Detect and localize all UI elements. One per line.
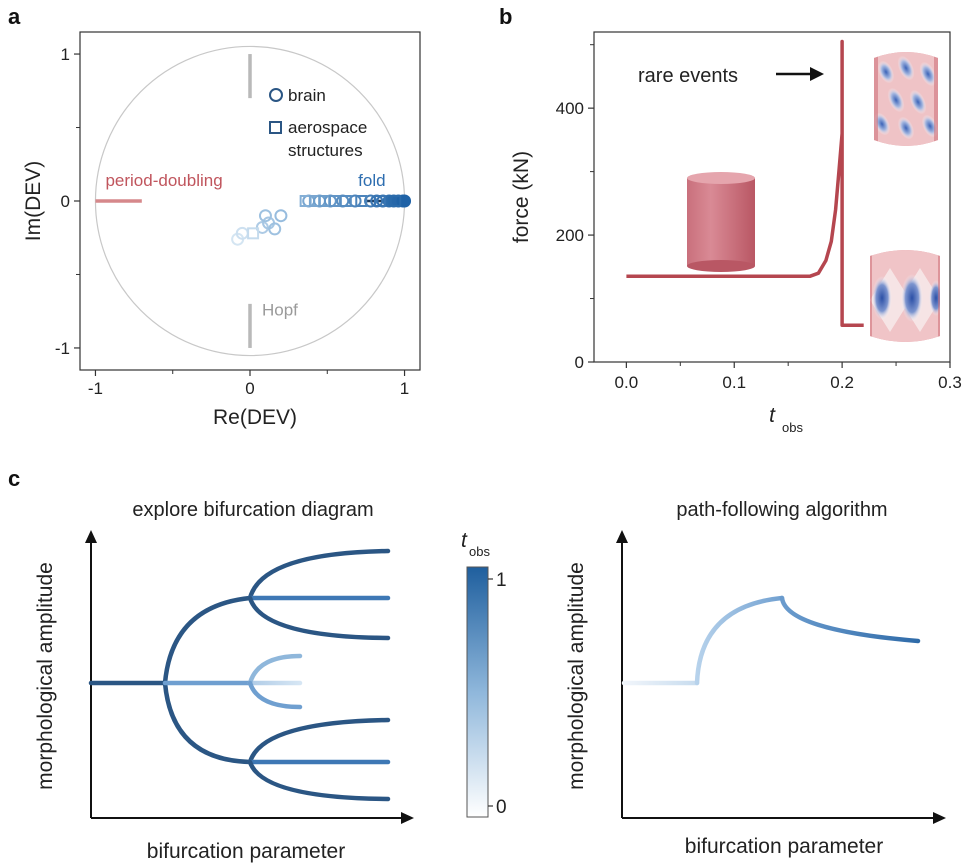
panel-b-force-plot: 0.0 0.1 0.2 0.3 0 200 400 rare events: [510, 31, 962, 435]
panel-a-legend: brain aerospace structures: [269, 86, 367, 160]
panel-b-xlabel-subscript: obs: [782, 420, 803, 435]
b-xtick-label: 0.2: [830, 373, 854, 392]
panel-b-frame: [593, 31, 951, 363]
a-ytick-label: -1: [55, 339, 70, 358]
point-brain: [258, 209, 272, 223]
panel-c-path-following: path-following algorithm morphological a…: [565, 499, 946, 858]
path-segment-decay: [779, 595, 921, 644]
a-xtick-label: 0: [245, 379, 254, 398]
branch-bottom-lower: [247, 759, 391, 802]
branch-small-upper: [247, 653, 303, 686]
panel-b-xlabel: t: [769, 404, 776, 427]
annotation-period-doubling: period-doubling: [105, 171, 222, 190]
cylinder-undeformed-image: [687, 172, 755, 272]
a-xtick-label: -1: [88, 379, 103, 398]
point-aerospace: [373, 195, 386, 207]
point-brain: [274, 209, 288, 223]
point-aerospace: [247, 227, 260, 240]
right-axes: [616, 530, 946, 824]
left-axes: [85, 530, 414, 824]
branch-lower-pitchfork: [162, 680, 253, 765]
bifurcation-branches: [88, 548, 391, 802]
b-xtick-label: 0.0: [615, 373, 639, 392]
panel-b-ylabel: force (kN): [510, 151, 533, 243]
a-ytick-label: 1: [61, 45, 70, 64]
point-brain: [348, 194, 362, 208]
branch-top-upper: [247, 548, 391, 601]
legend-marker-square: [269, 121, 282, 134]
branch-bottom-upper: [247, 717, 391, 765]
a-ytick-label: 0: [61, 192, 70, 211]
panel-c-right-xlabel: bifurcation parameter: [685, 835, 883, 858]
legend-label-structures: structures: [288, 141, 363, 160]
force-curve: [626, 39, 864, 327]
branch-small-lower: [247, 680, 303, 710]
a-xtick-label: 1: [400, 379, 409, 398]
colorbar-max-label: 1: [496, 570, 507, 591]
point-aerospace: [355, 195, 368, 207]
point-brain: [268, 222, 282, 236]
panel-c-right-ylabel: morphological amplitude: [565, 562, 588, 790]
annotation-rare-events: rare events: [638, 65, 738, 87]
panel-c-left-title: explore bifurcation diagram: [132, 499, 373, 521]
panel-label-c: c: [8, 466, 20, 491]
colorbar-label-subscript: obs: [469, 544, 490, 559]
panel-label-a: a: [8, 4, 21, 29]
point-brain: [398, 194, 412, 208]
b-xtick-label: 0.3: [938, 373, 962, 392]
b-xtick-label: 0.1: [722, 373, 746, 392]
annotation-hopf: Hopf: [262, 301, 298, 320]
cylinder-buckled-dimples-image: [874, 52, 938, 146]
branch-top-lower: [247, 595, 391, 641]
panel-a-xlabel: Re(DEV): [213, 406, 297, 429]
colorbar-label: t: [461, 529, 468, 552]
point-brain: [336, 194, 350, 208]
branch-upper-pitchfork: [162, 595, 253, 686]
colorbar: t obs 1 0: [461, 529, 507, 818]
cylinder-buckled-diamond-image: [870, 250, 940, 342]
panel-c-bifurcation-diagram: explore bifurcation diagram morphologica…: [34, 499, 414, 863]
panel-label-b: b: [499, 4, 512, 29]
panel-a-ylabel: Im(DEV): [22, 161, 45, 242]
panel-c-right-title: path-following algorithm: [676, 499, 887, 521]
colorbar-min-label: 0: [496, 797, 507, 818]
point-aerospace: [339, 195, 352, 207]
path-following-curve: [621, 595, 921, 686]
legend-marker-circle: [269, 88, 283, 102]
panel-a-dev-plot: -1 0 1 -1 0 1 period-doubling fold Hopf brain…: [22, 31, 421, 429]
b-ytick-label: 400: [556, 99, 584, 118]
legend-label-aerospace: aerospace: [288, 118, 367, 137]
colorbar-gradient: [466, 566, 489, 818]
annotation-fold: fold: [358, 171, 385, 190]
point-brain: [364, 194, 378, 208]
point-brain: [302, 194, 316, 208]
b-ytick-label: 0: [575, 353, 584, 372]
b-ytick-label: 200: [556, 226, 584, 245]
rare-events-arrow: [776, 67, 824, 81]
path-segment-rise: [694, 595, 785, 686]
point-aerospace: [389, 195, 402, 207]
panel-c-left-xlabel: bifurcation parameter: [147, 840, 345, 863]
legend-label-brain: brain: [288, 86, 326, 105]
panel-c-left-ylabel: morphological amplitude: [34, 562, 57, 790]
